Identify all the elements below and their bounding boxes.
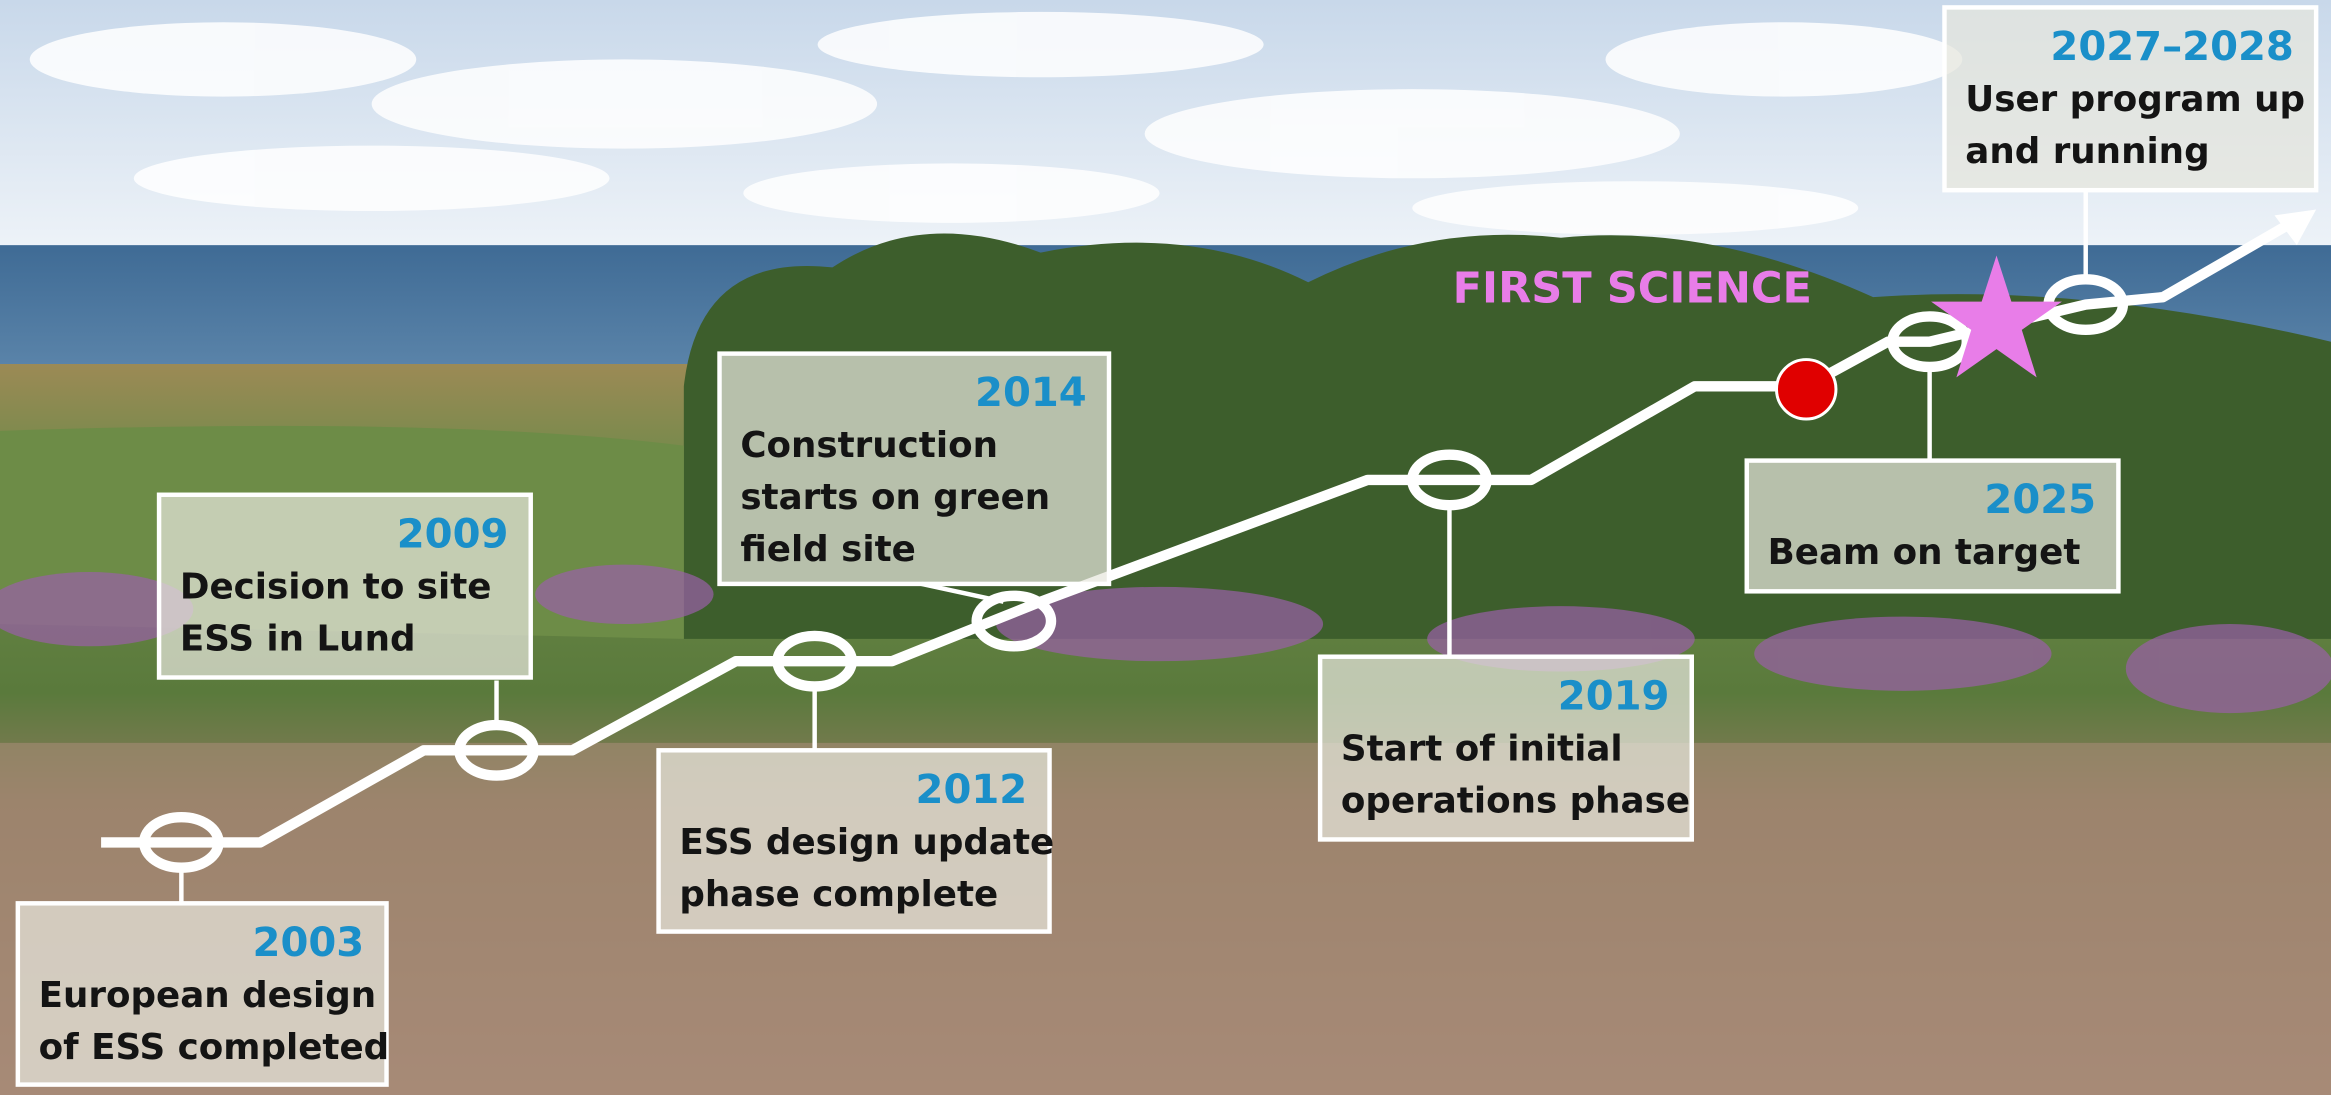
milestone-text: field site	[740, 529, 916, 570]
page: FIRST SCIENCE 2003 European design of ESS …	[0, 0, 2331, 1095]
first-science-label: FIRST SCIENCE	[1453, 264, 1812, 314]
milestone-year: 2003	[253, 920, 365, 966]
milestone-year: 2014	[975, 370, 1087, 416]
milestone-year: 2012	[916, 767, 1028, 813]
milestone-year: 2027–2028	[2050, 24, 2293, 70]
milestone-text: starts on green	[740, 477, 1050, 518]
milestone-text: ESS in Lund	[180, 618, 416, 659]
milestone-text: Decision to site	[180, 566, 492, 607]
milestone-year: 2025	[1984, 477, 2096, 523]
first-science-marker	[1776, 360, 1835, 419]
milestone-text: ESS design update	[679, 822, 1054, 863]
milestone-text: Start of initial	[1341, 728, 1623, 769]
milestone-card: 2025 Beam on target	[1747, 461, 2119, 592]
milestone-text: phase complete	[679, 874, 998, 915]
milestone-card: 2019 Start of initial operations phase	[1320, 657, 1692, 840]
milestone-text: User program up	[1965, 79, 2305, 120]
milestone-card: 2014 Construction starts on green field sit…	[720, 354, 1109, 584]
milestone-year: 2009	[397, 511, 509, 557]
milestone-text: operations phase	[1341, 780, 1690, 821]
milestone-text: and running	[1965, 131, 2209, 172]
milestone-year: 2019	[1558, 673, 1670, 719]
milestone-text: of ESS completed	[39, 1027, 390, 1068]
milestone-card: 2027–2028 User program up and running	[1944, 7, 2316, 190]
milestone-card: 2009 Decision to site ESS in Lund	[159, 495, 531, 678]
milestone-text: Beam on target	[1768, 532, 2081, 573]
timeline-scene: FIRST SCIENCE 2003 European design of ESS …	[0, 0, 2331, 1095]
milestone-text: Construction	[740, 425, 998, 466]
milestone-card: 2012 ESS design update phase complete	[659, 750, 1055, 931]
milestone-card: 2003 European design of ESS completed	[18, 903, 389, 1084]
milestone-text: European design	[39, 975, 377, 1016]
